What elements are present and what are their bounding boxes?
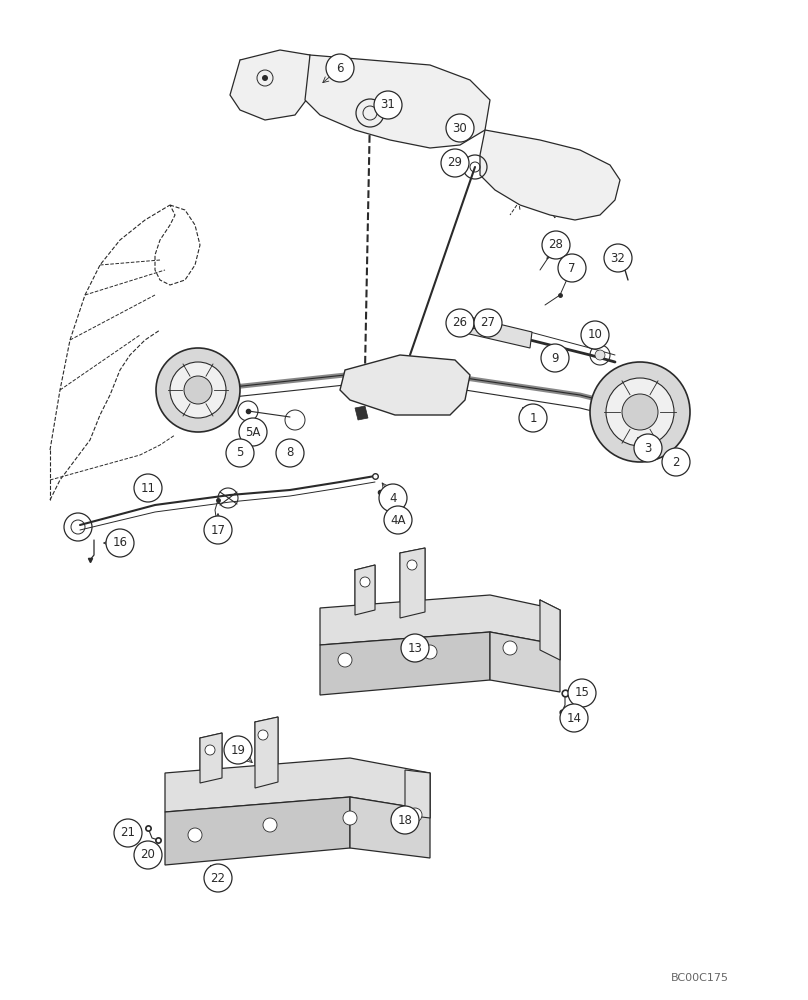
Polygon shape <box>165 797 350 865</box>
Text: 30: 30 <box>452 121 467 134</box>
Polygon shape <box>452 313 532 348</box>
Circle shape <box>188 828 202 842</box>
Circle shape <box>374 91 402 119</box>
Circle shape <box>622 394 658 430</box>
Polygon shape <box>480 130 620 220</box>
Circle shape <box>258 730 268 740</box>
Circle shape <box>262 75 268 81</box>
Text: 15: 15 <box>574 686 590 700</box>
Polygon shape <box>200 733 222 783</box>
Text: 10: 10 <box>587 328 603 342</box>
Text: 5: 5 <box>236 446 244 460</box>
Circle shape <box>542 231 570 259</box>
Circle shape <box>446 309 474 337</box>
Circle shape <box>604 244 632 272</box>
Text: 9: 9 <box>551 352 559 364</box>
Text: BC00C175: BC00C175 <box>671 973 729 983</box>
Circle shape <box>205 745 215 755</box>
Polygon shape <box>355 565 375 615</box>
Circle shape <box>606 378 674 446</box>
Circle shape <box>204 516 232 544</box>
Circle shape <box>384 506 412 534</box>
Polygon shape <box>540 600 560 660</box>
Circle shape <box>338 653 352 667</box>
Circle shape <box>134 841 162 869</box>
Polygon shape <box>405 770 430 818</box>
Text: 5A: 5A <box>246 426 261 438</box>
Circle shape <box>224 736 252 764</box>
Circle shape <box>595 350 605 360</box>
Circle shape <box>226 439 254 467</box>
Text: 18: 18 <box>398 814 412 826</box>
Circle shape <box>276 439 304 467</box>
Circle shape <box>519 404 547 432</box>
Circle shape <box>441 149 469 177</box>
Text: 19: 19 <box>230 744 246 756</box>
Text: 2: 2 <box>672 456 680 468</box>
Polygon shape <box>320 632 490 695</box>
Circle shape <box>634 434 662 462</box>
Circle shape <box>391 806 419 834</box>
Circle shape <box>558 254 586 282</box>
Circle shape <box>343 811 357 825</box>
Polygon shape <box>305 55 490 148</box>
Text: 7: 7 <box>568 261 576 274</box>
Text: 22: 22 <box>211 871 225 884</box>
Circle shape <box>204 864 232 892</box>
Polygon shape <box>400 548 425 618</box>
Circle shape <box>423 645 437 659</box>
Text: 14: 14 <box>566 712 582 724</box>
Circle shape <box>568 679 596 707</box>
Text: 29: 29 <box>448 156 462 169</box>
Circle shape <box>114 819 142 847</box>
Text: 4: 4 <box>389 491 397 504</box>
Text: 6: 6 <box>336 62 343 75</box>
Polygon shape <box>355 406 368 420</box>
Text: 3: 3 <box>644 442 652 454</box>
Circle shape <box>360 577 370 587</box>
Text: 20: 20 <box>141 848 155 861</box>
Circle shape <box>662 448 690 476</box>
Text: 1: 1 <box>529 412 537 424</box>
Circle shape <box>446 114 474 142</box>
Text: 4A: 4A <box>390 514 406 526</box>
Text: 8: 8 <box>286 446 293 460</box>
Circle shape <box>156 348 240 432</box>
Text: 31: 31 <box>381 99 395 111</box>
Circle shape <box>379 484 407 512</box>
Circle shape <box>263 818 277 832</box>
Circle shape <box>541 344 569 372</box>
Text: 28: 28 <box>549 238 563 251</box>
Text: 17: 17 <box>211 524 225 536</box>
Polygon shape <box>230 50 310 120</box>
Circle shape <box>407 560 417 570</box>
Circle shape <box>503 641 517 655</box>
Polygon shape <box>255 717 278 788</box>
Circle shape <box>408 808 422 822</box>
Circle shape <box>401 634 429 662</box>
Circle shape <box>134 474 162 502</box>
Polygon shape <box>165 758 430 812</box>
Circle shape <box>184 376 212 404</box>
Circle shape <box>581 321 609 349</box>
Circle shape <box>239 418 267 446</box>
Text: 13: 13 <box>407 642 423 654</box>
Polygon shape <box>350 797 430 858</box>
Polygon shape <box>490 632 560 692</box>
Circle shape <box>474 309 502 337</box>
Text: 16: 16 <box>112 536 128 550</box>
Text: 21: 21 <box>120 826 136 840</box>
Circle shape <box>560 704 588 732</box>
Circle shape <box>170 362 226 418</box>
Text: 26: 26 <box>452 316 468 330</box>
Polygon shape <box>320 595 560 645</box>
Circle shape <box>106 529 134 557</box>
Text: 27: 27 <box>481 316 495 330</box>
Text: 11: 11 <box>141 482 155 494</box>
Text: 32: 32 <box>611 251 625 264</box>
Polygon shape <box>340 355 470 415</box>
Circle shape <box>590 362 690 462</box>
Circle shape <box>326 54 354 82</box>
